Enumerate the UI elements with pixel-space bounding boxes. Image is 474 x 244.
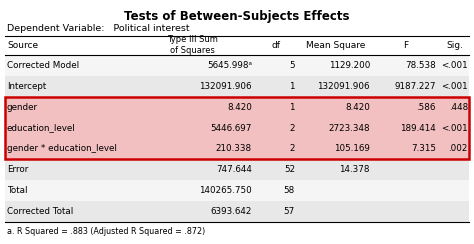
Text: 5446.697: 5446.697 [210, 123, 252, 132]
Bar [5, 97, 469, 118]
Text: 1: 1 [290, 82, 295, 91]
Text: education_level: education_level [7, 123, 76, 132]
Text: 14.378: 14.378 [339, 165, 370, 174]
Text: Mean Square: Mean Square [306, 41, 365, 50]
Text: 210.338: 210.338 [216, 144, 252, 153]
Text: 7.315: 7.315 [411, 144, 436, 153]
Text: 2723.348: 2723.348 [328, 123, 370, 132]
Text: 6393.642: 6393.642 [210, 207, 252, 216]
Text: 189.414: 189.414 [400, 123, 436, 132]
Text: Corrected Model: Corrected Model [7, 61, 79, 70]
Text: .586: .586 [417, 103, 436, 112]
Text: <.001: <.001 [441, 61, 468, 70]
Text: 5: 5 [289, 61, 295, 70]
Text: gender * education_level: gender * education_level [7, 144, 117, 153]
Text: Total: Total [7, 186, 27, 195]
Text: <.001: <.001 [441, 82, 468, 91]
Text: gender: gender [7, 103, 38, 112]
Text: <.001: <.001 [441, 123, 468, 132]
Bar [5, 201, 469, 222]
Text: 1: 1 [290, 103, 295, 112]
Text: 78.538: 78.538 [405, 61, 436, 70]
Text: Sig.: Sig. [447, 41, 464, 50]
Text: 132091.906: 132091.906 [318, 82, 370, 91]
Text: .448: .448 [449, 103, 468, 112]
Text: 2: 2 [290, 144, 295, 153]
Text: 8.420: 8.420 [227, 103, 252, 112]
Bar [5, 55, 469, 76]
Bar [5, 76, 469, 97]
Text: 5645.998ᵃ: 5645.998ᵃ [207, 61, 252, 70]
Text: 9187.227: 9187.227 [394, 82, 436, 91]
Text: F: F [403, 41, 409, 50]
Text: 2: 2 [290, 123, 295, 132]
Text: Error: Error [7, 165, 28, 174]
Text: 52: 52 [284, 165, 295, 174]
Text: 57: 57 [284, 207, 295, 216]
Text: Intercept: Intercept [7, 82, 46, 91]
Text: 58: 58 [284, 186, 295, 195]
Text: 1129.200: 1129.200 [328, 61, 370, 70]
Bar [5, 97, 469, 159]
Text: 8.420: 8.420 [345, 103, 370, 112]
Text: Source: Source [7, 41, 38, 50]
Text: df: df [272, 41, 281, 50]
Text: .002: .002 [448, 144, 468, 153]
Bar [5, 139, 469, 159]
Text: 132091.906: 132091.906 [200, 82, 252, 91]
Text: Dependent Variable:   Political interest: Dependent Variable: Political interest [7, 24, 190, 33]
Text: a. R Squared = .883 (Adjusted R Squared = .872): a. R Squared = .883 (Adjusted R Squared … [7, 227, 205, 236]
Bar [5, 118, 469, 139]
Text: Type III Sum
of Squares: Type III Sum of Squares [166, 35, 218, 55]
Text: 140265.750: 140265.750 [199, 186, 252, 195]
Text: 105.169: 105.169 [334, 144, 370, 153]
Text: 747.644: 747.644 [216, 165, 252, 174]
Text: Corrected Total: Corrected Total [7, 207, 73, 216]
Bar [5, 159, 469, 180]
Bar [5, 180, 469, 201]
Text: Tests of Between-Subjects Effects: Tests of Between-Subjects Effects [124, 10, 350, 23]
